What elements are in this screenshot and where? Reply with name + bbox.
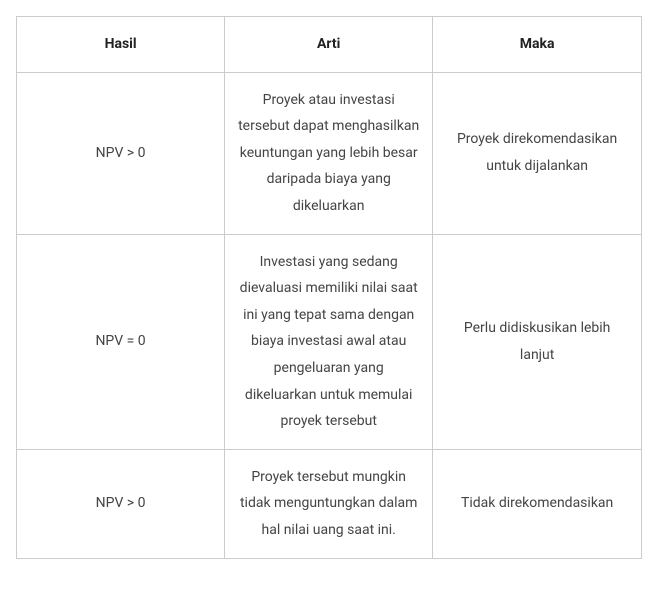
cell-maka: Tidak direkomendasikan — [433, 449, 642, 558]
npv-decision-table: Hasil Arti Maka NPV > 0 Proyek atau inve… — [16, 16, 642, 559]
cell-arti: Investasi yang sedang dievaluasi memilik… — [225, 234, 433, 449]
col-header-hasil: Hasil — [17, 17, 225, 73]
table-row: NPV > 0 Proyek atau investasi tersebut d… — [17, 72, 642, 234]
col-header-arti: Arti — [225, 17, 433, 73]
table-row: NPV = 0 Investasi yang sedang dievaluasi… — [17, 234, 642, 449]
cell-arti: Proyek atau investasi tersebut dapat men… — [225, 72, 433, 234]
table-row: NPV > 0 Proyek tersebut mungkin tidak me… — [17, 449, 642, 558]
cell-hasil: NPV > 0 — [17, 72, 225, 234]
col-header-maka: Maka — [433, 17, 642, 73]
cell-hasil: NPV = 0 — [17, 234, 225, 449]
cell-maka: Proyek direkomendasikan untuk dijalankan — [433, 72, 642, 234]
table-header-row: Hasil Arti Maka — [17, 17, 642, 73]
cell-arti: Proyek tersebut mungkin tidak menguntung… — [225, 449, 433, 558]
cell-maka: Perlu didiskusikan lebih lanjut — [433, 234, 642, 449]
cell-hasil: NPV > 0 — [17, 449, 225, 558]
